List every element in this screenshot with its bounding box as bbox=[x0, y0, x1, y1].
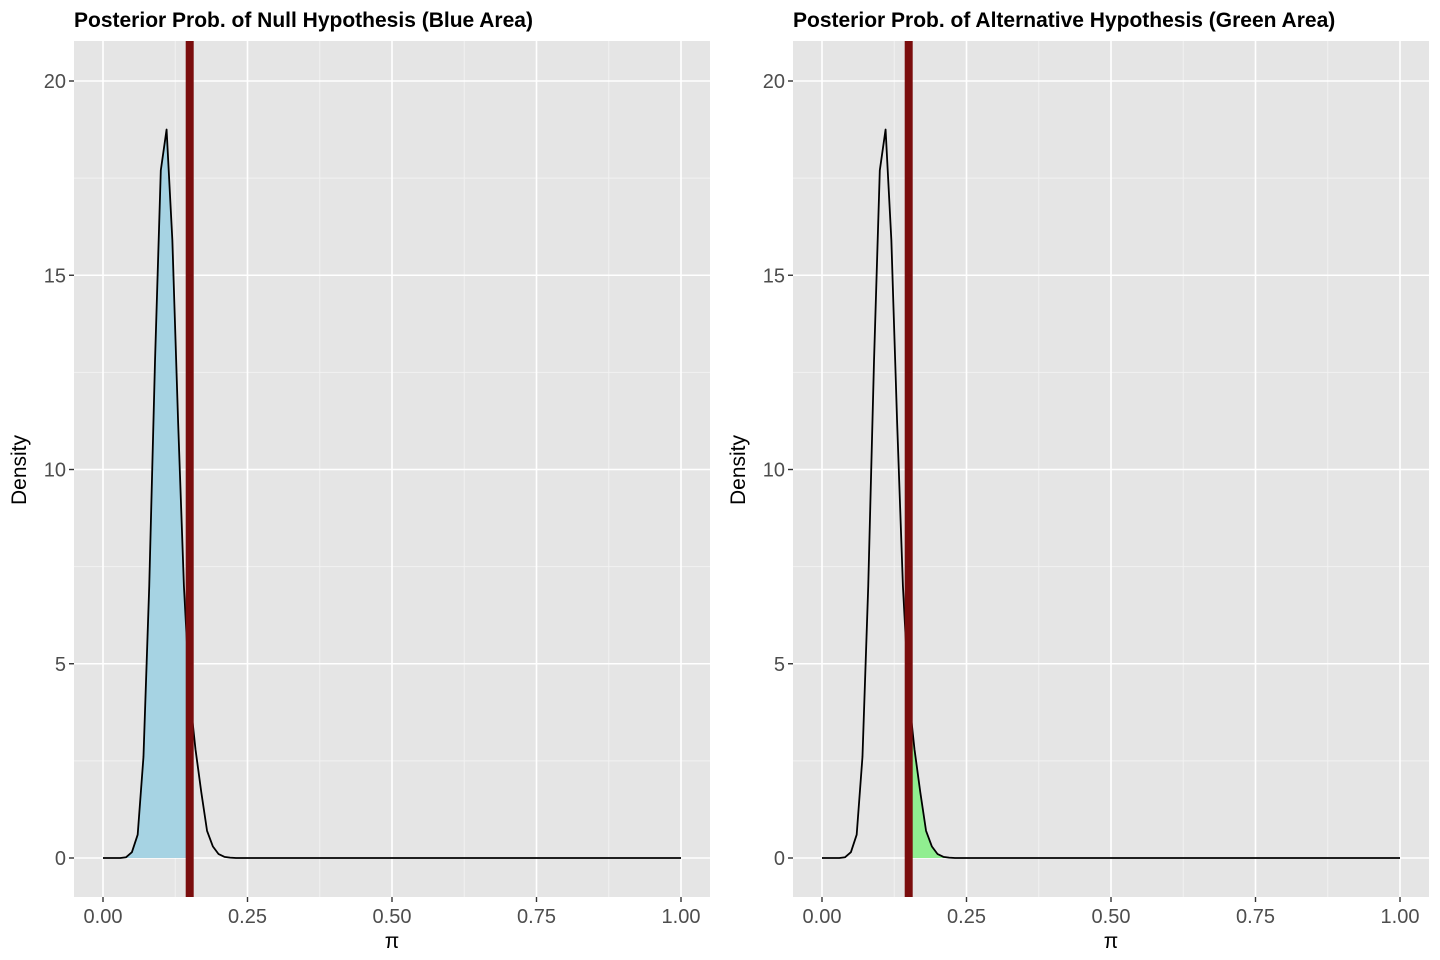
y-tick-label: 20 bbox=[763, 71, 785, 93]
density-curve bbox=[822, 128, 1400, 859]
y-axis-label: Density bbox=[727, 434, 750, 505]
x-tick-label: 0.50 bbox=[373, 906, 412, 928]
x-tick-label: 0.00 bbox=[84, 906, 123, 928]
shaded-area bbox=[103, 129, 190, 858]
x-tick-label: 0.50 bbox=[1092, 906, 1131, 928]
y-tick-label: 0 bbox=[774, 848, 785, 870]
panel-title: Posterior Prob. of Null Hypothesis (Blue… bbox=[74, 9, 533, 32]
y-axis-label: Density bbox=[8, 434, 31, 505]
x-tick-label: 0.25 bbox=[228, 906, 267, 928]
y-tick-label: 5 bbox=[774, 654, 785, 676]
x-tick-label: 0.75 bbox=[1236, 906, 1275, 928]
y-tick-label: 10 bbox=[763, 460, 785, 482]
x-tick-label: 0.00 bbox=[803, 906, 842, 928]
x-tick-label: 0.25 bbox=[947, 906, 986, 928]
y-tick-label: 20 bbox=[44, 71, 66, 93]
y-tick-label: 15 bbox=[44, 265, 66, 287]
x-tick-label: 1.00 bbox=[1381, 906, 1420, 928]
panel-title: Posterior Prob. of Alternative Hypothesi… bbox=[793, 9, 1335, 32]
density-curve bbox=[103, 128, 681, 859]
x-axis-label: π bbox=[1104, 930, 1119, 953]
y-tick-label: 10 bbox=[44, 460, 66, 482]
y-tick-label: 0 bbox=[55, 848, 66, 870]
x-axis-label: π bbox=[385, 930, 400, 953]
alternative-hypothesis-panel: Posterior Prob. of Alternative Hypothesi… bbox=[727, 9, 1429, 953]
null-hypothesis-panel: Posterior Prob. of Null Hypothesis (Blue… bbox=[8, 9, 710, 953]
y-tick-label: 5 bbox=[55, 654, 66, 676]
x-tick-label: 0.75 bbox=[517, 906, 556, 928]
x-tick-label: 1.00 bbox=[662, 906, 701, 928]
y-tick-label: 15 bbox=[763, 265, 785, 287]
